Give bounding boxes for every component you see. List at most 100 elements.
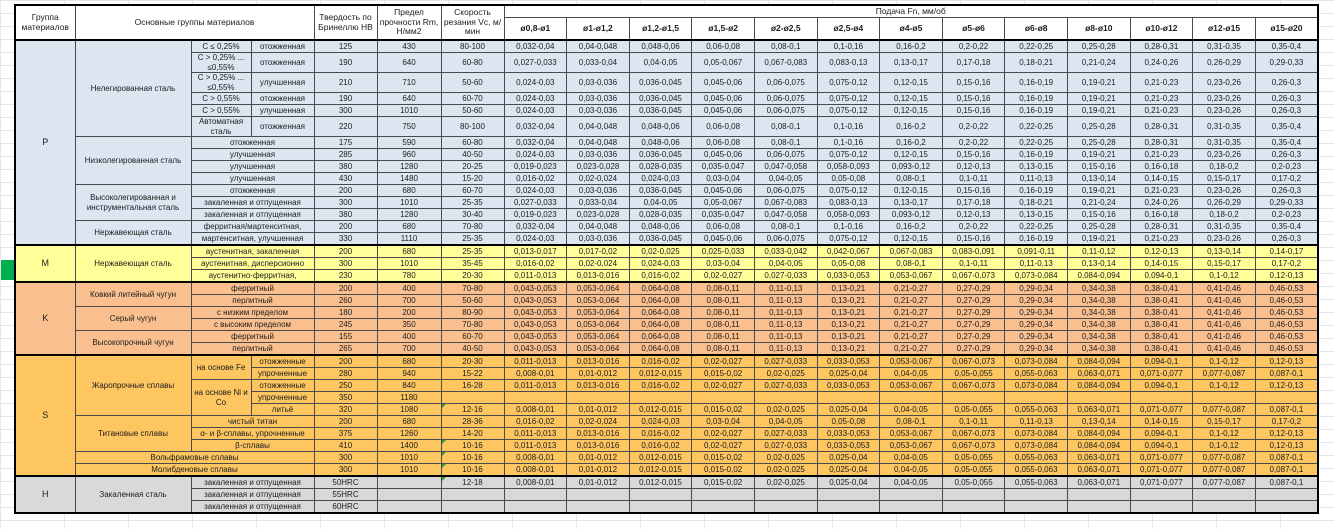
feed-value-cell[interactable]: 0,31-0,35 [1192,39,1256,53]
feed-value-cell[interactable]: 0,16-0,19 [1004,92,1068,105]
feed-column-header[interactable]: ø10-ø12 [1129,17,1194,41]
feed-value-cell[interactable]: 0,27-0,29 [941,342,1006,356]
feed-value-cell[interactable] [566,500,630,514]
feed-value-cell[interactable]: 0,012-0,015 [628,451,693,464]
feed-value-cell[interactable]: 0,035-0,047 [691,208,755,221]
feed-value-cell[interactable]: 0,028-0,035 [628,208,693,221]
feed-value-cell[interactable]: 0,46-0,53 [1254,330,1319,343]
column-header-feed[interactable]: Подача Fn, мм/об [503,4,1319,18]
material-name-cell[interactable]: с высоким пределом [190,318,315,331]
feed-value-cell[interactable] [691,391,755,404]
feed-value-cell[interactable]: 0,21-0,23 [1129,92,1194,105]
feed-value-cell[interactable]: 0,01-0,012 [566,475,630,489]
feed-value-cell[interactable]: 0,08-0,11 [691,281,755,295]
material-name-cell[interactable]: перлитный [190,342,315,356]
feed-value-cell[interactable] [941,500,1006,514]
feed-value-cell[interactable]: 0,16-0,18 [1129,160,1194,173]
strength-cell[interactable]: 780 [376,269,442,283]
feed-value-cell[interactable]: 0,14-0,15 [1129,172,1194,185]
feed-value-cell[interactable]: 0,38-0,41 [1129,330,1194,343]
feed-value-cell[interactable]: 0,11-0,13 [753,318,818,331]
feed-value-cell[interactable]: 0,13-0,17 [879,196,943,209]
feed-value-cell[interactable]: 0,02-0,025 [753,451,818,464]
feed-value-cell[interactable]: 0,12-0,15 [879,92,943,105]
feed-value-cell[interactable]: 0,055-0,063 [1004,403,1068,416]
feed-value-cell[interactable]: 0,19-0,21 [1066,232,1131,246]
material-name-cell[interactable]: улучшенная [190,160,315,173]
material-name-cell[interactable]: улучшенная [190,148,315,161]
speed-cell[interactable]: 40-50 [440,148,505,161]
feed-value-cell[interactable]: 0,084-0,094 [1066,439,1131,452]
feed-value-cell[interactable]: 0,11-0,13 [753,342,818,356]
strength-cell[interactable]: 1010 [376,451,442,464]
strength-cell[interactable]: 1280 [376,208,442,221]
feed-value-cell[interactable]: 0,16-0,2 [879,39,943,53]
feed-value-cell[interactable]: 0,14-0,17 [1254,244,1319,258]
feed-value-cell[interactable]: 0,016-0,02 [503,257,568,270]
hardness-cell[interactable]: 245 [313,318,378,331]
feed-value-cell[interactable]: 0,045-0,06 [691,148,755,161]
hardness-cell[interactable]: 210 [313,72,378,93]
speed-cell[interactable]: 25-35 [440,232,505,246]
feed-value-cell[interactable] [1004,391,1068,404]
speed-cell[interactable]: 40-50 [440,342,505,356]
feed-value-cell[interactable] [566,391,630,404]
feed-value-cell[interactable]: 0,058-0,093 [816,208,881,221]
feed-value-cell[interactable]: 0,094-0,1 [1129,354,1194,368]
hardness-cell[interactable]: 300 [313,451,378,464]
speed-cell[interactable]: 15-20 [440,172,505,185]
feed-value-cell[interactable]: 0,08-0,11 [691,330,755,343]
feed-value-cell[interactable]: 0,013-0,016 [566,379,630,392]
feed-value-cell[interactable]: 0,084-0,094 [1066,379,1131,392]
feed-value-cell[interactable]: 0,043-0,053 [503,281,568,295]
feed-value-cell[interactable] [1192,391,1256,404]
feed-value-cell[interactable]: 0,011-0,013 [503,269,568,283]
speed-cell[interactable]: 10-16 [440,439,505,452]
speed-cell[interactable]: 70-80 [440,220,505,233]
strength-cell[interactable]: 1080 [376,403,442,416]
material-name-cell[interactable]: C > 0,25% ... ≤0,55% [190,52,252,73]
feed-value-cell[interactable]: 0,064-0,08 [628,281,693,295]
feed-value-cell[interactable]: 0,05-0,08 [816,172,881,185]
feed-value-cell[interactable] [753,500,818,514]
material-name-cell[interactable]: Нелегированная сталь [74,39,192,137]
strength-cell[interactable]: 1010 [376,257,442,270]
material-name-cell[interactable]: Жаропрочные сплавы [74,354,192,416]
feed-value-cell[interactable]: 0,27-0,29 [941,306,1006,319]
strength-cell[interactable]: 680 [376,244,442,258]
feed-value-cell[interactable]: 0,053-0,067 [879,379,943,392]
feed-value-cell[interactable]: 0,35-0,4 [1254,116,1319,137]
feed-value-cell[interactable]: 0,008-0,01 [503,463,568,477]
feed-value-cell[interactable]: 0,34-0,38 [1066,330,1131,343]
feed-value-cell[interactable]: 0,083-0,13 [816,196,881,209]
feed-value-cell[interactable]: 0,036-0,045 [628,92,693,105]
feed-value-cell[interactable]: 0,032-0,04 [503,116,568,137]
feed-value-cell[interactable]: 0,46-0,53 [1254,318,1319,331]
material-name-cell[interactable]: на основе Ni и Co [190,379,252,416]
feed-value-cell[interactable]: 0,06-0,08 [691,116,755,137]
feed-value-cell[interactable]: 0,26-0,3 [1254,104,1319,117]
feed-value-cell[interactable]: 0,077-0,087 [1192,367,1256,380]
feed-value-cell[interactable]: 0,18-0,2 [1192,208,1256,221]
feed-value-cell[interactable]: 0,34-0,38 [1066,318,1131,331]
feed-value-cell[interactable]: 0,075-0,12 [816,104,881,117]
feed-value-cell[interactable]: 0,03-0,036 [566,148,630,161]
speed-cell[interactable]: 70-80 [440,318,505,331]
material-name-cell[interactable]: отожженная [250,39,315,53]
feed-value-cell[interactable]: 0,025-0,04 [816,463,881,477]
feed-value-cell[interactable]: 0,073-0,084 [1004,269,1068,283]
strength-cell[interactable]: 710 [376,72,442,93]
feed-value-cell[interactable]: 0,071-0,077 [1129,475,1194,489]
feed-value-cell[interactable]: 0,21-0,27 [879,342,943,356]
material-name-cell[interactable]: с низким пределом [190,306,315,319]
material-name-cell[interactable]: C > 0,55% [190,92,252,105]
feed-value-cell[interactable]: 0,34-0,38 [1066,281,1131,295]
feed-value-cell[interactable]: 0,094-0,1 [1129,379,1194,392]
feed-value-cell[interactable]: 0,06-0,075 [753,148,818,161]
feed-value-cell[interactable]: 0,028-0,035 [628,160,693,173]
feed-value-cell[interactable]: 0,19-0,21 [1066,92,1131,105]
strength-cell[interactable]: 400 [376,330,442,343]
feed-value-cell[interactable]: 0,077-0,087 [1192,451,1256,464]
feed-value-cell[interactable]: 0,27-0,29 [941,330,1006,343]
feed-value-cell[interactable]: 0,21-0,27 [879,330,943,343]
